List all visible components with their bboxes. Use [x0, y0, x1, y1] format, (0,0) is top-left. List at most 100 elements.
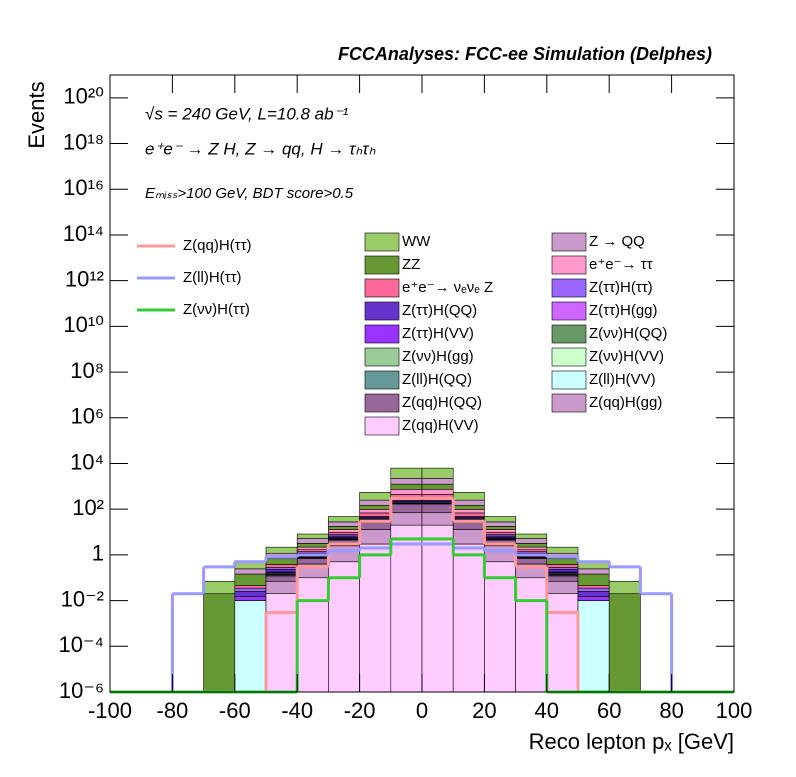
- histogram-segment: [578, 586, 609, 588]
- histogram-segment: [266, 581, 297, 593]
- x-tick-label: -40: [281, 698, 313, 723]
- histogram-segment: [360, 505, 391, 509]
- histogram-segment: [297, 558, 328, 564]
- annotation: Eₘᵢₛₛ>100 GeV, BDT score>0.5: [145, 185, 354, 202]
- legend-label: Z(νν)H(gg): [402, 348, 474, 365]
- histogram-segment: [391, 489, 422, 494]
- histogram-segment: [547, 594, 578, 692]
- histogram-segment: [391, 504, 422, 513]
- y-tick-label: 10¹⁰: [63, 312, 104, 337]
- legend-swatch: [552, 233, 586, 251]
- histogram-segment: [360, 529, 391, 544]
- x-tick-label: 80: [659, 698, 683, 723]
- histogram-segment: [204, 594, 235, 692]
- legend-label: Z → QQ: [589, 233, 645, 250]
- legend-label: Z(νν)H(ττ): [183, 301, 250, 318]
- x-tick-label: 60: [597, 698, 621, 723]
- histogram-segment: [547, 564, 578, 567]
- legend-swatch: [365, 302, 399, 320]
- histogram-segment: [266, 594, 297, 692]
- histogram-segment: [235, 588, 266, 591]
- y-tick-label: 10¹²: [65, 266, 104, 291]
- histogram-segment: [360, 513, 391, 516]
- x-axis-title: Reco lepton pₓ [GeV]: [529, 729, 734, 754]
- histogram-segment: [360, 500, 391, 505]
- histogram-segment: [328, 530, 359, 533]
- histogram-segment: [484, 532, 515, 534]
- histogram-segment: [422, 513, 453, 525]
- histogram-segment: [235, 586, 266, 588]
- histogram-segment: [235, 601, 266, 692]
- histogram-segment: [391, 525, 422, 692]
- histogram-segment: [204, 581, 235, 593]
- histogram-segment: [360, 544, 391, 692]
- histogram-segment: [547, 576, 578, 581]
- histogram-segment: [453, 500, 484, 505]
- histogram-segment: [297, 543, 328, 547]
- histogram-segment: [578, 588, 609, 591]
- histogram-segment: [578, 574, 609, 586]
- x-tick-label: -80: [157, 698, 189, 723]
- y-tick-label: 10¹⁶: [63, 175, 104, 200]
- histogram-segment: [422, 525, 453, 692]
- histogram-segment: [484, 522, 515, 526]
- histogram-segment: [391, 478, 422, 484]
- histogram-segment: [578, 569, 609, 574]
- y-tick-label: 10²⁰: [63, 84, 104, 109]
- x-tick-label: 20: [472, 698, 496, 723]
- histogram-segment: [328, 522, 359, 526]
- histogram-segment: [266, 564, 297, 567]
- legend-swatch: [552, 348, 586, 366]
- histogram-segment: [422, 504, 453, 513]
- legend-label: Z(ττ)H(ττ): [589, 279, 653, 296]
- legend-swatch: [365, 325, 399, 343]
- legend-swatch: [365, 233, 399, 251]
- histogram-segment: [578, 591, 609, 596]
- histogram-segment: [484, 546, 515, 562]
- legend-swatch: [552, 394, 586, 412]
- legend-swatch: [365, 371, 399, 389]
- histogram-segment: [266, 559, 297, 565]
- legend-label: Z(qq)H(QQ): [402, 394, 482, 411]
- legend-label: WW: [402, 233, 431, 250]
- annotation: √s = 240 GeV, L=10.8 ab⁻¹: [145, 104, 349, 123]
- histogram-segment: [391, 513, 422, 525]
- legend-swatch: [365, 394, 399, 412]
- histogram-segment: [391, 468, 422, 478]
- histogram-segment: [391, 484, 422, 489]
- legend-swatch: [365, 256, 399, 274]
- x-tick-label: -20: [344, 698, 376, 723]
- y-tick-label: 10⁶: [70, 404, 104, 429]
- legend-swatch: [552, 325, 586, 343]
- histogram-segment: [516, 578, 547, 692]
- histogram-segment: [328, 526, 359, 529]
- histogram-segment: [235, 569, 266, 574]
- histogram-segment: [484, 517, 515, 522]
- histogram-segment: [516, 534, 547, 539]
- histogram-segment: [422, 489, 453, 494]
- histogram-segment: [547, 581, 578, 593]
- y-tick-label: 10¹⁴: [63, 221, 104, 246]
- histogram-segment: [266, 569, 297, 571]
- histogram-segment: [578, 597, 609, 601]
- x-tick-label: 0: [416, 698, 428, 723]
- legend-label: Z(νν)H(VV): [589, 348, 664, 365]
- histogram-segment: [516, 547, 547, 550]
- legend-swatch: [365, 348, 399, 366]
- legend-label: Z(ll)H(ττ): [183, 269, 242, 286]
- histogram-segment: [297, 578, 328, 692]
- histogram-segment: [235, 574, 266, 586]
- histogram-segment: [484, 526, 515, 529]
- legend-label: Z(qq)H(VV): [402, 417, 479, 434]
- legend-label: ZZ: [402, 256, 420, 273]
- histogram-segment: [297, 539, 328, 544]
- histogram-segment: [453, 505, 484, 509]
- y-tick-label: 10⁻²: [61, 586, 104, 611]
- y-tick-label: 10⁸: [70, 358, 104, 383]
- y-tick-label: 10⁻⁴: [58, 632, 104, 657]
- histogram-segment: [484, 530, 515, 533]
- legend-label: Z(ττ)H(gg): [589, 302, 658, 319]
- legend-label: Z(ττ)H(QQ): [402, 302, 477, 319]
- legend-swatch: [552, 256, 586, 274]
- histogram-segment: [360, 509, 391, 513]
